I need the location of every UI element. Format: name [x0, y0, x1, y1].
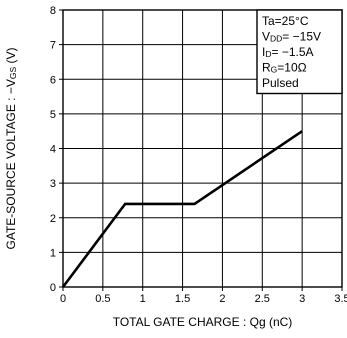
y-tick-label-7: 7	[50, 40, 56, 52]
x-tick-label-5: 2.5	[255, 293, 270, 305]
y-tick-label-1: 1	[50, 247, 56, 259]
annotation-line-4: Pulsed	[262, 76, 299, 90]
x-tick-label-4: 2	[219, 293, 225, 305]
annotation-box	[256, 9, 343, 95]
y-axis-title: GATE-SOURCE VOLTAGE : −VGS (V)	[4, 48, 18, 250]
y-tick-label-2: 2	[50, 213, 56, 225]
x-tick-label-6: 3	[299, 293, 305, 305]
y-tick-label-6: 6	[50, 74, 56, 86]
annotation-line-2: ID= −1.5A	[262, 45, 314, 59]
x-tick-label-0: 0	[60, 293, 66, 305]
y-tick-label-0: 0	[50, 282, 56, 294]
x-tick-label-2: 1	[140, 293, 146, 305]
annotation-line-0: Ta=25°C	[262, 14, 309, 28]
x-axis-title: TOTAL GATE CHARGE : Qg (nC)	[113, 315, 293, 329]
y-tick-label-5: 5	[50, 109, 56, 121]
y-tick-label-4: 4	[50, 144, 56, 156]
annotation-line-3: RG=10Ω	[262, 61, 307, 75]
annotation-line-1: VDD= −15V	[262, 30, 321, 44]
x-tick-label-7: 3.5	[334, 293, 347, 305]
y-tick-label-8: 8	[50, 5, 56, 17]
x-tick-label-3: 1.5	[175, 293, 190, 305]
series-line-0	[61, 130, 303, 288]
x-tick-label-1: 0.5	[95, 293, 110, 305]
y-tick-label-3: 3	[50, 178, 56, 190]
